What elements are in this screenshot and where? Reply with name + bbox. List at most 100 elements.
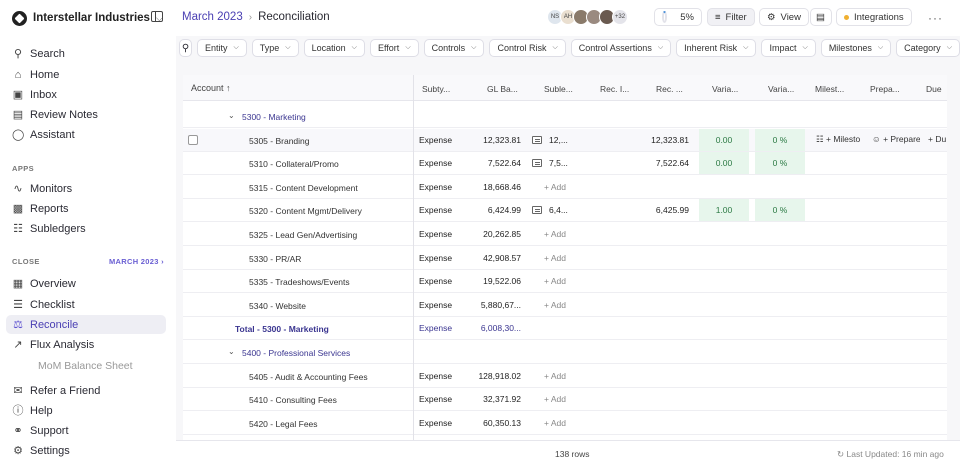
filter-button[interactable]: ≡ Filter: [707, 8, 755, 26]
refresh-icon[interactable]: ↻: [837, 449, 845, 459]
row-checkbox[interactable]: [188, 134, 198, 145]
table-row[interactable]: 5340 - Website Expense 5,880,67... + Add: [183, 294, 947, 317]
nav-reconcile[interactable]: ⚖ Reconcile: [6, 315, 166, 334]
col-account[interactable]: Account ↑: [191, 83, 231, 93]
nav-checklist[interactable]: ☰ Checklist: [6, 295, 166, 314]
nav-search[interactable]: ⚲ Search: [6, 44, 166, 63]
col-prepare[interactable]: Prepa...: [870, 84, 900, 94]
chevron-down-icon[interactable]: ⌄: [228, 347, 235, 356]
table-row[interactable]: 5405 - Audit & Accounting Fees Expense 128…: [183, 365, 947, 388]
table-row[interactable]: 5315 - Content Development Expense 18,668.…: [183, 176, 947, 199]
filter-chip-control-assertions[interactable]: Control Assertions ⌵: [570, 39, 672, 57]
integrations-button[interactable]: Integrations: [836, 8, 912, 26]
progress-button[interactable]: 5%: [654, 8, 702, 26]
col-variance[interactable]: Varia...: [712, 84, 739, 94]
nav-home[interactable]: ⌂ Home: [6, 65, 166, 84]
table-header: Account ↑ Subty... GL Ba... Suble... Rec…: [183, 75, 947, 101]
col-subledger[interactable]: Suble...: [544, 84, 573, 94]
table-row[interactable]: 5305 - Branding Expense 12,323.81 12,... 12,…: [183, 128, 947, 152]
document-icon[interactable]: [532, 135, 542, 144]
nav-help[interactable]: ⓘ Help: [6, 401, 166, 420]
document-icon[interactable]: [532, 159, 542, 168]
variance-pct-cell: 0 %: [755, 152, 805, 175]
chevron-down-icon: ⌵: [285, 44, 291, 51]
col-rec[interactable]: Rec. ...: [656, 84, 683, 94]
chevron-down-icon[interactable]: ⌄: [228, 111, 235, 120]
nav-reports[interactable]: ▩ Reports: [6, 199, 166, 218]
table-row[interactable]: 5320 - Content Mgmt/Delivery Expense 6,424…: [183, 199, 947, 223]
add-subledger-button[interactable]: + Add: [544, 370, 566, 381]
avatar-group[interactable]: NS AH +32: [547, 9, 628, 25]
filter-chip-location[interactable]: Location ⌵: [303, 39, 365, 57]
nav-mom-balance-sheet[interactable]: MoM Balance Sheet: [38, 360, 133, 372]
table-row[interactable]: 5335 - Tradeshows/Events Expense 19,522.06…: [183, 270, 947, 294]
nav-refer-friend[interactable]: ✉ Refer a Friend: [6, 381, 166, 400]
account-name: 5330 - PR/AR: [249, 253, 302, 264]
chevron-down-icon: ⌵: [657, 44, 664, 51]
reconcile-icon: ⚖: [13, 318, 23, 331]
more-options-icon[interactable]: ···: [928, 11, 943, 25]
add-subledger-button[interactable]: + Add: [544, 276, 566, 287]
add-preparer-button[interactable]: ☺ + Prepare: [872, 134, 920, 144]
nav-monitors[interactable]: ∿ Monitors: [6, 179, 166, 198]
layout-toggle-button[interactable]: ▤: [810, 8, 832, 26]
filter-chip-milestones[interactable]: Milestones ⌵: [820, 39, 892, 57]
col-due[interactable]: Due: [926, 84, 942, 94]
breadcrumb: March 2023 › Reconciliation: [182, 11, 330, 23]
add-subledger-button[interactable]: + Add: [544, 417, 566, 428]
filter-chip-label: Effort: [377, 43, 400, 53]
col-account-label: Account: [191, 83, 224, 93]
add-subledger-button[interactable]: + Add: [544, 394, 566, 405]
sidebar-toggle-icon[interactable]: [151, 11, 163, 22]
col-variance-pct[interactable]: Varia...: [768, 84, 795, 94]
add-subledger-button[interactable]: + Add: [544, 252, 566, 263]
nav-assistant[interactable]: ◯ Assistant: [6, 125, 166, 144]
filter-chip-type[interactable]: Type ⌵: [251, 39, 299, 57]
nav-review-notes[interactable]: ▤ Review Notes: [6, 105, 166, 124]
inbox-icon: ▣: [12, 88, 24, 101]
view-label: View: [780, 11, 801, 23]
add-subledger-button[interactable]: + Add: [544, 299, 566, 310]
filter-chip-effort[interactable]: Effort ⌵: [369, 39, 419, 57]
workspace-switcher[interactable]: Interstellar Industries ⌵: [12, 9, 163, 27]
table-row[interactable]: 5310 - Collateral/Promo Expense 7,522.64 7,…: [183, 152, 947, 176]
nav-settings-label: Settings: [30, 444, 70, 457]
close-period-selector[interactable]: MARCH 2023 ›: [109, 257, 164, 266]
nav-overview[interactable]: ▦ Overview: [6, 274, 166, 293]
document-icon[interactable]: [532, 206, 542, 215]
chevron-down-icon: ⌵: [946, 44, 952, 51]
filter-chip-control-risk[interactable]: Control Risk ⌵: [489, 39, 566, 57]
total-row[interactable]: Total - 5300 - Marketing Expense 6,008,30.…: [183, 317, 947, 341]
nav-support[interactable]: ⚭ Support: [6, 421, 166, 440]
nav-flux-analysis[interactable]: ↗ Flux Analysis: [6, 335, 166, 354]
table-row[interactable]: 5330 - PR/AR Expense 42,908.57 + Add: [183, 247, 947, 270]
col-rec-item[interactable]: Rec. I...: [600, 84, 630, 94]
filter-chip-label: Controls: [431, 43, 466, 53]
nav-subledgers[interactable]: ☷ Subledgers: [6, 219, 166, 238]
filter-chip-inherent-risk[interactable]: Inherent Risk ⌵: [676, 39, 757, 57]
nav-settings[interactable]: ⚙ Settings: [6, 441, 166, 460]
group-row[interactable]: ⌄ 5300 - Marketing: [183, 105, 947, 128]
col-gl-balance[interactable]: GL Ba...: [487, 84, 518, 94]
table-row[interactable]: 5325 - Lead Gen/Advertising Expense 20,262…: [183, 223, 947, 246]
filter-chip-controls[interactable]: Controls ⌵: [423, 39, 485, 57]
col-milestone[interactable]: Milest...: [815, 84, 845, 94]
support-icon: ⚭: [13, 424, 23, 437]
nav-inbox[interactable]: ▣ Inbox: [6, 85, 166, 104]
filter-chip-impact[interactable]: Impact ⌵: [761, 39, 816, 57]
last-updated: ↻ Last Updated: 16 min ago: [837, 449, 944, 460]
add-subledger-button[interactable]: + Add: [544, 181, 566, 192]
close-period-label: MARCH 2023: [109, 257, 159, 266]
add-due-button[interactable]: + Du: [928, 133, 947, 144]
breadcrumb-period[interactable]: March 2023: [182, 11, 243, 23]
view-button[interactable]: ⚙ View: [759, 8, 809, 26]
filter-chip-entity[interactable]: Entity ⌵: [196, 39, 247, 57]
add-subledger-button[interactable]: + Add: [544, 229, 566, 239]
group-row[interactable]: ⌄ 5400 - Professional Services: [183, 341, 947, 364]
table-row[interactable]: 5410 - Consulting Fees Expense 32,371.92 + …: [183, 388, 947, 412]
filter-chip-category[interactable]: Category ⌵: [896, 39, 960, 57]
col-subtype[interactable]: Subty...: [422, 84, 451, 94]
filter-search-button[interactable]: ⚲: [179, 39, 192, 57]
add-milestone-button[interactable]: ☷ + Milesto: [816, 134, 864, 145]
table-row[interactable]: 5420 - Legal Fees Expense 60,350.13 + Add: [183, 412, 947, 435]
